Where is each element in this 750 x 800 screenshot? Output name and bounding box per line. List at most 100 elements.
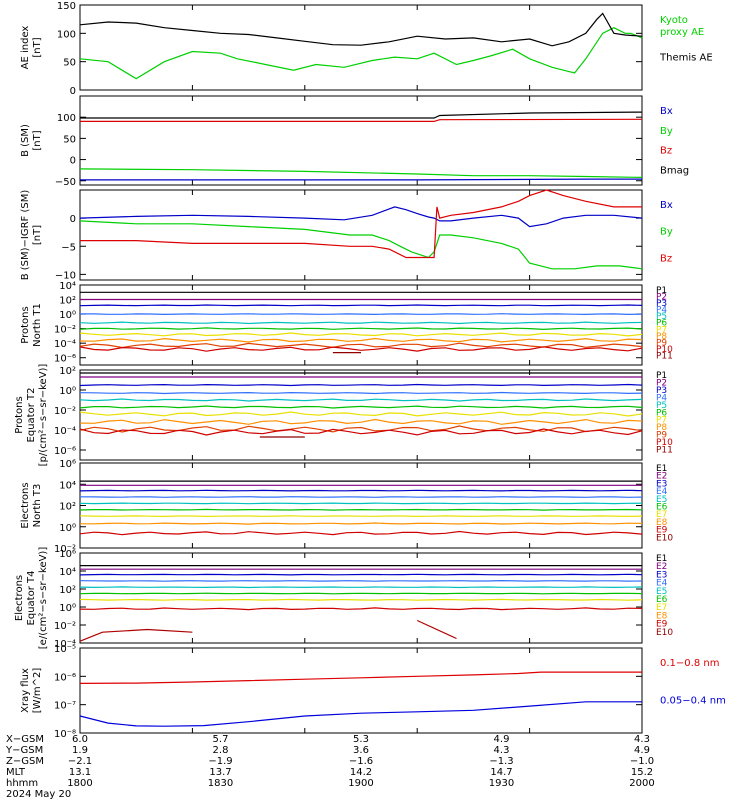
ephemeris-value: 2.8 bbox=[213, 745, 229, 756]
series-line-By bbox=[79, 220, 643, 270]
series-line-P7 bbox=[79, 332, 643, 337]
channel-label: E9 bbox=[656, 620, 668, 630]
ephemeris-value: 2000 bbox=[629, 778, 654, 789]
ephemeris-value: 14.2 bbox=[350, 767, 372, 778]
y-tick-label: 0 bbox=[70, 214, 76, 225]
channel-label: E5 bbox=[656, 587, 667, 597]
channel-label: E4 bbox=[656, 579, 668, 589]
y-tick-label: 100 bbox=[57, 29, 76, 40]
series-line-P3 bbox=[79, 383, 643, 387]
series-line-E5 bbox=[79, 502, 643, 505]
ephemeris-value: −2.1 bbox=[68, 756, 92, 767]
ephemeris-value: 3.6 bbox=[353, 745, 369, 756]
y-tick-label: 10⁻⁶ bbox=[54, 672, 76, 683]
ephemeris-row-label: hhmm bbox=[6, 778, 38, 789]
channel-label: P5 bbox=[656, 312, 667, 322]
date-label: 2024 May 20 bbox=[6, 789, 71, 800]
series-line-Bz bbox=[80, 118, 643, 123]
channel-label: P5 bbox=[656, 401, 667, 411]
panel-frame-3 bbox=[79, 284, 643, 366]
y-tick-label: 10⁰ bbox=[59, 523, 76, 534]
channel-label: E7 bbox=[656, 510, 667, 520]
series-line-E9 bbox=[79, 628, 193, 642]
channel-label: P11 bbox=[656, 446, 673, 456]
legend-Bmag: Bmag bbox=[660, 165, 689, 176]
y-axis-label: [W/m^2] bbox=[32, 668, 43, 714]
ephemeris-value: 4.9 bbox=[494, 734, 510, 745]
panel-frame-0 bbox=[79, 4, 643, 91]
series-line-E6 bbox=[79, 508, 643, 511]
panel-frame-4 bbox=[79, 369, 643, 461]
y-axis-label: Xray flux bbox=[20, 668, 31, 713]
ephemeris-value: 1830 bbox=[208, 778, 233, 789]
series-line-P9 bbox=[79, 342, 643, 349]
series-line-P4 bbox=[80, 313, 643, 316]
channel-label: P7 bbox=[656, 325, 667, 335]
legend-Bz: Bz bbox=[660, 253, 672, 264]
y-axis-label: [nT] bbox=[32, 130, 43, 150]
series-line-P5 bbox=[79, 321, 643, 325]
series-line-Bz bbox=[80, 189, 642, 259]
legend-0.1−0.8 nm: 0.1−0.8 nm bbox=[660, 658, 719, 669]
channel-label: P9 bbox=[656, 431, 667, 441]
channel-label: P9 bbox=[656, 338, 667, 348]
ephemeris-value: 5.7 bbox=[213, 734, 229, 745]
legend-Kyoto proxy AE: Kyoto bbox=[660, 15, 688, 26]
panel-frame-6 bbox=[79, 552, 643, 644]
legend-Kyoto proxy AE: proxy AE bbox=[660, 27, 704, 38]
y-axis-label: B (SM) bbox=[20, 124, 31, 157]
series-line-P8 bbox=[79, 337, 643, 343]
panel-frame-7 bbox=[79, 647, 643, 734]
y-tick-label: 10⁰ bbox=[59, 386, 76, 397]
channel-label: P6 bbox=[656, 319, 667, 329]
series-line-Bx bbox=[79, 206, 643, 228]
series-line-0.1−0.8 nm bbox=[79, 671, 642, 685]
y-axis-label: Equator T2 bbox=[26, 388, 37, 443]
series-line-Kyoto proxy AE bbox=[79, 27, 643, 80]
series-line-Bx bbox=[80, 178, 642, 181]
y-axis-label: North T3 bbox=[32, 484, 43, 528]
y-tick-label: 10⁻⁶ bbox=[54, 446, 76, 457]
y-tick-label: 10² bbox=[59, 296, 76, 307]
y-tick-label: 10⁻⁶ bbox=[54, 354, 76, 365]
ephemeris-value: 4.3 bbox=[634, 734, 650, 745]
legend-Bx: Bx bbox=[660, 106, 673, 117]
y-tick-label: 10⁰ bbox=[59, 603, 76, 614]
panel-frame-1 bbox=[79, 95, 643, 186]
channel-label: E7 bbox=[656, 603, 667, 613]
y-axis-label: Protons bbox=[20, 306, 31, 343]
series-line-P7 bbox=[79, 411, 643, 417]
ephemeris-value: 6.0 bbox=[72, 734, 88, 745]
series-line-P10 bbox=[79, 428, 643, 436]
channel-label: E1 bbox=[656, 554, 667, 564]
y-tick-label: 0 bbox=[70, 86, 76, 97]
y-tick-label: 0 bbox=[70, 156, 76, 167]
y-tick-label: 10⁴ bbox=[59, 567, 76, 578]
channel-label: P4 bbox=[656, 306, 667, 316]
channel-label: E9 bbox=[656, 526, 668, 536]
series-line-P10 bbox=[79, 346, 643, 352]
series-line-E3 bbox=[79, 489, 643, 492]
channel-label: E6 bbox=[656, 503, 668, 513]
y-tick-label: 10⁴ bbox=[59, 480, 76, 491]
channel-label: E6 bbox=[656, 595, 668, 605]
y-axis-label: Electrons bbox=[14, 575, 25, 621]
channel-label: E3 bbox=[656, 570, 667, 580]
y-tick-label: 10⁰ bbox=[59, 310, 76, 321]
y-tick-label: −5 bbox=[61, 242, 76, 253]
channel-label: P1 bbox=[656, 371, 667, 381]
channel-label: P7 bbox=[656, 416, 667, 426]
y-axis-label: Equator T4 bbox=[26, 571, 37, 626]
panel-frame-5 bbox=[79, 462, 643, 549]
y-tick-label: 10⁻² bbox=[54, 325, 76, 336]
y-tick-label: 10⁴ bbox=[59, 281, 76, 292]
y-tick-label: 10⁻² bbox=[54, 406, 76, 417]
ephemeris-row-label: X−GSM bbox=[6, 734, 44, 745]
series-line-P8 bbox=[79, 418, 643, 425]
y-axis-label: [nT] bbox=[32, 37, 43, 57]
channel-label: P8 bbox=[656, 332, 667, 342]
series-line-P5 bbox=[79, 398, 643, 402]
channel-label: E2 bbox=[656, 472, 667, 482]
y-tick-label: 10⁻⁴ bbox=[54, 426, 76, 437]
